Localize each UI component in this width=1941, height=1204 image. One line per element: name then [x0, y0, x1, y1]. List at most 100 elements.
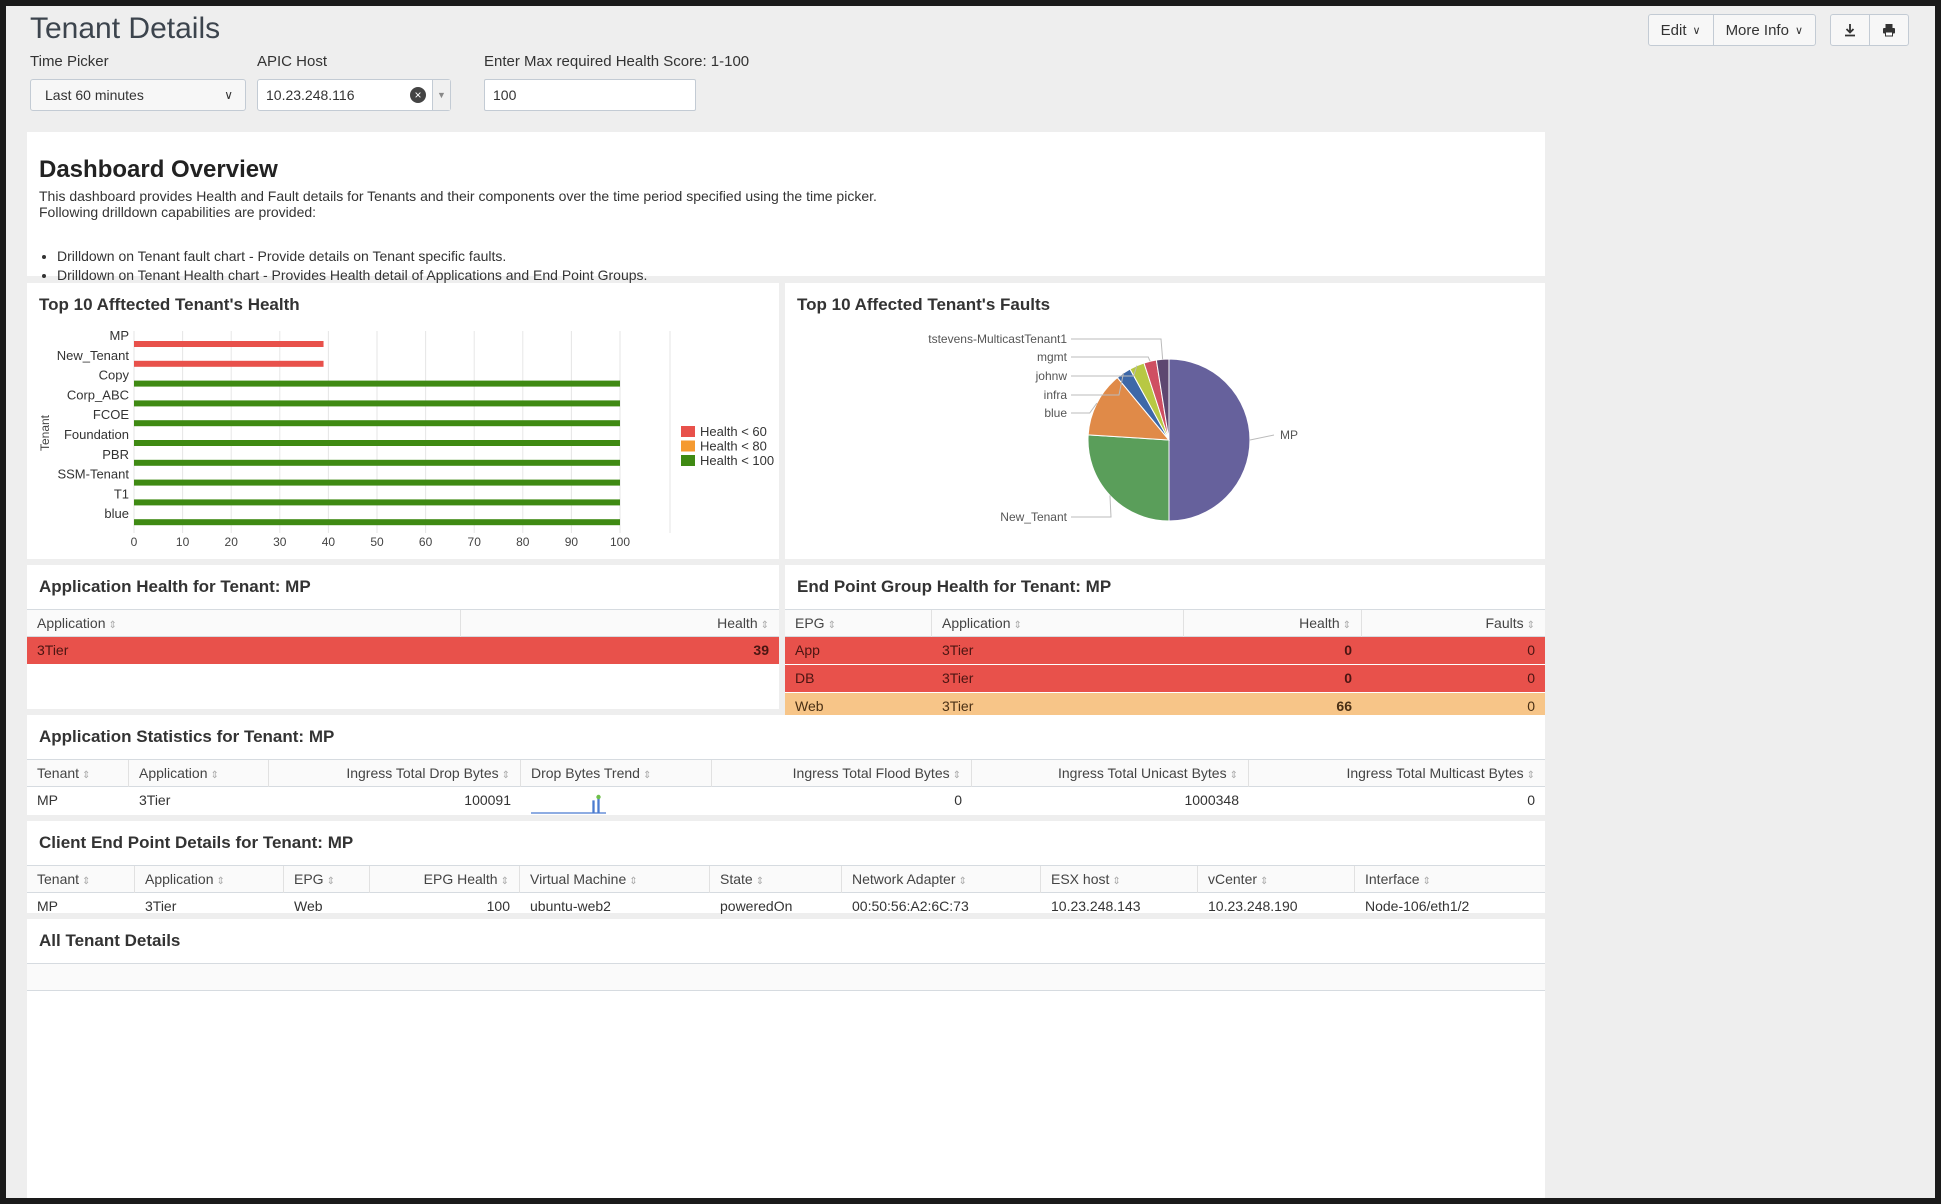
cell-application: 3Tier — [942, 642, 974, 658]
category-label: blue — [104, 506, 129, 521]
x-tick-label: 90 — [565, 535, 579, 549]
column-header-vcenter[interactable]: vCenter ⇕ — [1198, 866, 1355, 893]
table-row[interactable]: MP 3Tier Web 100 ubuntu-web2 poweredOn 0… — [27, 893, 1545, 920]
column-header-epg[interactable]: EPG ⇕ — [785, 610, 932, 637]
print-button[interactable] — [1870, 15, 1908, 45]
sort-icon: ⇕ — [952, 770, 961, 781]
leader-line — [1071, 372, 1124, 396]
sort-icon: ⇕ — [501, 770, 510, 781]
edit-button[interactable]: Edit ∨ — [1649, 15, 1714, 45]
header-label: vCenter — [1208, 871, 1258, 887]
panel-title: All Tenant Details — [39, 931, 181, 950]
cell-drop-bytes: 100091 — [464, 792, 511, 808]
header-label: Ingress Total Multicast Bytes — [1346, 765, 1524, 781]
apic-host-combobox[interactable]: 10.23.248.116 × ▼ — [257, 79, 451, 111]
header-label: Application — [37, 615, 106, 631]
x-tick-label: 60 — [419, 535, 433, 549]
cell-health: 66 — [1336, 698, 1352, 714]
column-header-application[interactable]: Application ⇕ — [27, 610, 461, 637]
column-header-virtual-machine[interactable]: Virtual Machine ⇕ — [520, 866, 710, 893]
x-tick-label: 0 — [131, 535, 138, 549]
column-header-drop-bytes[interactable]: Ingress Total Drop Bytes ⇕ — [269, 760, 521, 787]
cell-tenant: MP — [37, 898, 58, 914]
header-label: Drop Bytes Trend — [531, 765, 640, 781]
slice-label: New_Tenant — [1000, 510, 1067, 524]
slice-label: tstevens-MulticastTenant1 — [928, 332, 1067, 346]
table-row[interactable]: DB 3Tier 0 0 — [785, 665, 1545, 692]
category-label: SSM-Tenant — [57, 467, 129, 482]
column-header-flood-bytes[interactable]: Ingress Total Flood Bytes ⇕ — [712, 760, 972, 787]
column-header-interface[interactable]: Interface ⇕ — [1355, 866, 1545, 893]
sort-icon: ⇕ — [827, 620, 836, 631]
bar — [134, 420, 620, 427]
tenant-faults-pie-chart[interactable]: MP New_Tenant blue infra johnw mgmt tstevens-M… — [785, 283, 1545, 559]
column-header-epg-health[interactable]: EPG Health ⇕ — [370, 866, 520, 893]
legend-label: Health < 80 — [700, 439, 767, 454]
column-header-application[interactable]: Application ⇕ — [135, 866, 284, 893]
cell-faults: 0 — [1527, 670, 1535, 686]
panel-title: Client End Point Details for Tenant: MP — [39, 833, 354, 852]
bar — [134, 380, 620, 387]
apic-host-label: APIC Host — [257, 53, 328, 70]
cell-esx-host: 10.23.248.143 — [1051, 898, 1141, 914]
cell-application: 3Tier — [942, 698, 974, 714]
edit-label: Edit — [1660, 21, 1687, 39]
x-tick-label: 100 — [610, 535, 630, 549]
column-header-application[interactable]: Application ⇕ — [129, 760, 269, 787]
header-label: Network Adapter — [852, 871, 956, 887]
page-title: Tenant Details — [30, 12, 221, 45]
dropdown-toggle[interactable]: ▼ — [432, 80, 450, 110]
overview-description: This dashboard provides Health and Fault… — [39, 188, 877, 204]
column-header-health[interactable]: Health ⇕ — [1184, 610, 1362, 637]
pie-slice — [1087, 434, 1170, 522]
column-header-drop-trend[interactable]: Drop Bytes Trend ⇕ — [521, 760, 712, 787]
column-header-tenant[interactable]: Tenant ⇕ — [27, 866, 135, 893]
download-button[interactable] — [1831, 15, 1870, 45]
header-label: ESX host — [1051, 871, 1110, 887]
time-picker-dropdown[interactable]: Last 60 minutes ∨ — [30, 79, 246, 111]
sort-icon: ⇕ — [500, 876, 509, 887]
table-header: Application ⇕ Health ⇕ — [27, 609, 779, 637]
column-header-state[interactable]: State ⇕ — [710, 866, 842, 893]
cell-epg: DB — [795, 670, 815, 686]
header-label: State — [720, 871, 753, 887]
column-header-tenant[interactable]: Tenant ⇕ — [27, 760, 129, 787]
table-row[interactable]: App 3Tier 0 0 — [785, 637, 1545, 664]
header-label: Virtual Machine — [530, 871, 627, 887]
table-row[interactable]: 3Tier 39 — [27, 637, 779, 664]
cell-network-adapter: 00:50:56:A2:6C:73 — [852, 898, 969, 914]
dashboard-window: Tenant Details Edit ∨ More Info ∨ Time Pic… — [6, 6, 1935, 1198]
sort-icon: ⇕ — [1342, 620, 1351, 631]
tenant-faults-panel: Top 10 Affected Tenant's Faults MP New_Te… — [785, 283, 1545, 559]
column-header-unicast-bytes[interactable]: Ingress Total Unicast Bytes ⇕ — [972, 760, 1249, 787]
column-header-health[interactable]: Health ⇕ — [461, 610, 779, 637]
legend-swatch — [681, 426, 695, 437]
tenant-health-bar-chart[interactable]: 0 10 20 30 40 50 60 70 80 90 100 Tenant MP New_Tenant… — [27, 283, 779, 559]
column-header-multicast-bytes[interactable]: Ingress Total Multicast Bytes ⇕ — [1249, 760, 1545, 787]
table-row[interactable]: MP 3Tier 100091 0 1000348 0 — [27, 787, 1545, 814]
sort-icon: ⇕ — [760, 620, 769, 631]
sort-icon: ⇕ — [210, 770, 219, 781]
cell-virtual-machine: ubuntu-web2 — [530, 898, 611, 914]
cell-health: 0 — [1344, 670, 1352, 686]
sort-icon: ⇕ — [958, 876, 967, 887]
legend-swatch — [681, 455, 695, 466]
cell-application: 3Tier — [37, 642, 69, 658]
header-label: Application — [145, 871, 214, 887]
overview-panel: Dashboard Overview This dashboard provid… — [27, 132, 1545, 283]
health-score-input[interactable]: 100 — [484, 79, 696, 111]
app-health-panel: Application Health for Tenant: MP Applic… — [27, 565, 779, 709]
clear-icon[interactable]: × — [410, 87, 426, 103]
cell-tenant: MP — [37, 792, 58, 808]
leader-line — [1071, 402, 1098, 414]
column-header-epg[interactable]: EPG ⇕ — [284, 866, 370, 893]
slice-label: infra — [1044, 388, 1068, 402]
column-header-faults[interactable]: Faults ⇕ — [1362, 610, 1545, 637]
drilldown-list: Drilldown on Tenant fault chart - Provid… — [57, 247, 647, 285]
more-info-button[interactable]: More Info ∨ — [1714, 15, 1815, 45]
column-header-esx-host[interactable]: ESX host ⇕ — [1041, 866, 1198, 893]
column-header-application[interactable]: Application ⇕ — [932, 610, 1184, 637]
pie-slice — [1155, 358, 1170, 441]
column-header-network-adapter[interactable]: Network Adapter ⇕ — [842, 866, 1041, 893]
slice-label: mgmt — [1037, 350, 1068, 364]
